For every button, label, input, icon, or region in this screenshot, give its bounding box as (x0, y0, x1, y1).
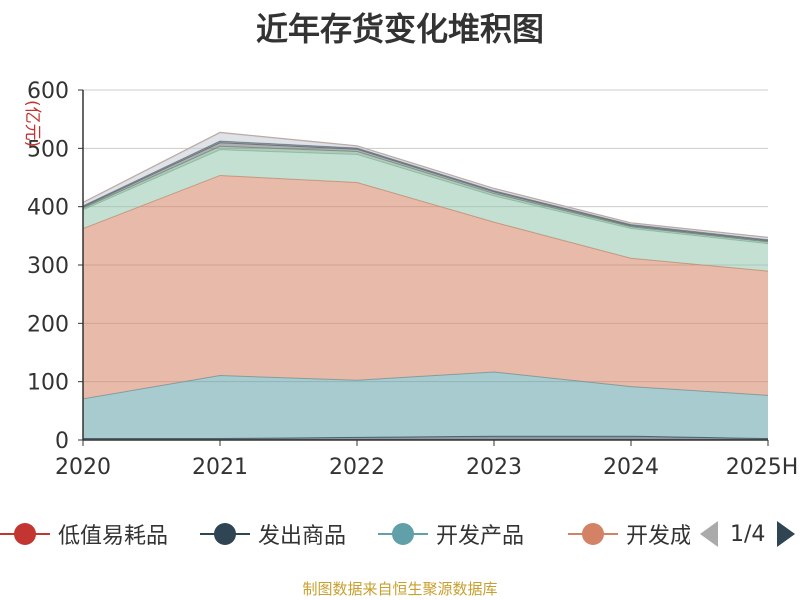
area-series (83, 436, 768, 440)
legend-item[interactable]: 开发成本 (568, 516, 690, 552)
x-tick-label: 2024 (603, 455, 659, 480)
legend-marker-icon (0, 519, 50, 549)
legend-items: 低值易耗品 发出商品 开发产品 开发成本 (0, 516, 690, 556)
y-tick-label: 300 (27, 254, 69, 279)
area-series (83, 149, 768, 272)
y-tick-label: 600 (27, 79, 69, 104)
legend-page-indicator: 1/4 (730, 521, 766, 547)
source-note: 制图数据来自恒生聚源数据库 (302, 580, 498, 598)
legend-marker-icon (378, 519, 428, 549)
area-series (83, 372, 768, 439)
x-tick-label: 2020 (55, 455, 111, 480)
area-series (83, 146, 768, 244)
area-series-line (82, 132, 769, 239)
y-tick-label: 400 (27, 196, 69, 221)
legend-label: 低值易耗品 (58, 524, 169, 549)
legend-label: 开发产品 (436, 524, 525, 549)
area-series-line (82, 145, 769, 243)
legend-label: 发出商品 (258, 524, 347, 549)
x-tick-label: 2022 (329, 455, 385, 480)
x-tick-label: 2025H (726, 455, 799, 480)
legend-pager: 1/4 (700, 516, 796, 552)
chart-title: 近年存货变化堆积图 (255, 10, 544, 48)
legend: 低值易耗品 发出商品 开发产品 开发成本 1/4 (0, 516, 800, 556)
legend-item[interactable]: 低值易耗品 (0, 516, 168, 552)
legend-marker-icon (568, 519, 618, 549)
legend-marker-icon (200, 519, 250, 549)
triangle-left-icon[interactable] (700, 521, 718, 547)
y-unit-label: (亿元) (22, 100, 42, 147)
y-tick-label: 0 (55, 429, 69, 454)
legend-item[interactable]: 开发产品 (378, 516, 524, 552)
x-tick-label: 2021 (192, 455, 248, 480)
area-series (83, 175, 768, 399)
area-series-line (82, 131, 769, 238)
legend-item[interactable]: 发出商品 (200, 516, 346, 552)
x-tick-label: 2023 (466, 455, 522, 480)
y-tick-label: 100 (27, 371, 69, 396)
triangle-right-icon[interactable] (777, 521, 796, 547)
y-tick-label: 200 (27, 312, 69, 337)
y-tick-label: 500 (27, 137, 69, 162)
legend-label: 开发成本 (626, 524, 690, 549)
